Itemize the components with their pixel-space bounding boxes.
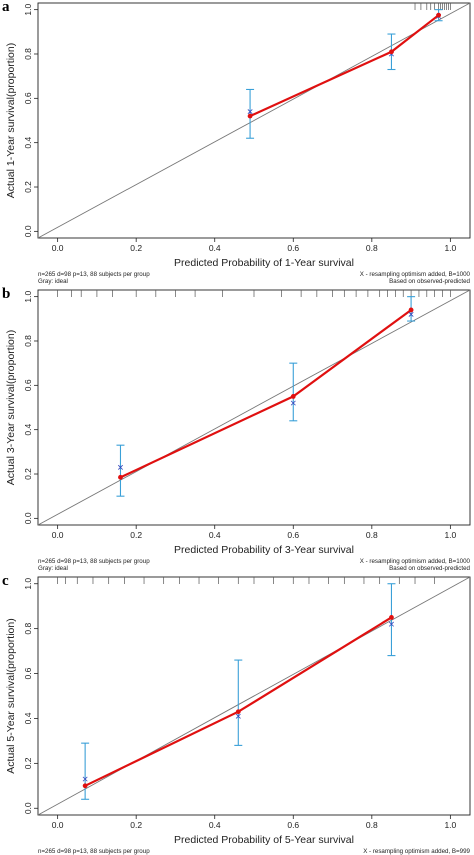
observed-point <box>389 615 394 620</box>
observed-line <box>249 14 440 118</box>
observed-point <box>290 394 296 399</box>
y-tick-label: 0.6 <box>23 92 33 104</box>
observed-point <box>235 709 241 715</box>
calibration-panel-a <box>34 2 471 242</box>
y-axis-label: Actual 1-Year survival(proportion) <box>5 43 17 198</box>
x-tick-label: 0.8 <box>366 530 378 540</box>
y-tick-label: 0.8 <box>23 48 33 60</box>
y-tick-label: 0.6 <box>23 667 33 679</box>
corrected-marker-stroke <box>408 311 414 317</box>
x-tick-label: 0.2 <box>130 820 142 830</box>
note-left-1: n=265 d=98 p=13, 88 subjects per group <box>38 558 150 565</box>
note-left-1: n=265 d=98 p=13, 88 subjects per group <box>38 271 150 278</box>
y-tick-label: 0.4 <box>23 136 33 148</box>
corrected-marker-stroke <box>247 109 253 115</box>
panel-letter-c: c <box>2 573 9 589</box>
corrected-marker-stroke <box>117 464 123 470</box>
y-tick-label: 0.4 <box>23 423 33 435</box>
panel-letter-b: b <box>2 286 10 302</box>
x-axis-label: Predicted Probability of 3-Year survival <box>174 544 354 556</box>
y-tick-label: 0.4 <box>23 712 33 724</box>
x-tick-label: 0.6 <box>287 820 299 830</box>
note-left-2: Gray: ideal <box>38 565 68 572</box>
x-tick-label: 0.4 <box>209 530 221 540</box>
corrected-marker-stroke <box>82 776 88 782</box>
x-tick-label: 0.6 <box>287 530 299 540</box>
x-tick-label: 0.6 <box>287 243 299 253</box>
corrected-marker <box>247 109 253 115</box>
observed-point <box>389 49 394 55</box>
observed-point <box>408 307 414 313</box>
calibration-panel-c <box>34 576 471 819</box>
y-tick-label: 0.0 <box>23 512 33 524</box>
ideal-line <box>37 2 471 239</box>
y-tick-label: 1.0 <box>23 3 33 15</box>
y-tick-label: 0.0 <box>23 225 33 237</box>
corrected-marker <box>235 713 241 719</box>
note-left-2: Gray: ideal <box>38 278 68 285</box>
plot-frame <box>37 2 471 239</box>
x-tick-label: 0.0 <box>52 243 64 253</box>
y-tick-label: 0.0 <box>23 802 33 814</box>
x-tick-label: 0.4 <box>209 820 221 830</box>
x-tick-label: 0.8 <box>366 243 378 253</box>
x-axis-label: Predicted Probability of 1-Year survival <box>174 257 354 269</box>
x-tick-label: 0.4 <box>209 243 221 253</box>
y-tick-label: 0.2 <box>23 181 33 193</box>
y-axis-label: Actual 5-Year survival(proportion) <box>5 618 17 773</box>
y-tick-label: 0.6 <box>23 379 33 391</box>
panel-letter-a: a <box>2 0 10 15</box>
x-tick-label: 0.2 <box>130 530 142 540</box>
note-right-1: X - resampling optimism added, B=999 <box>363 848 470 855</box>
x-tick-label: 0.8 <box>366 820 378 830</box>
y-tick-label: 0.8 <box>23 335 33 347</box>
corrected-marker-stroke <box>290 400 296 406</box>
y-tick-label: 0.8 <box>23 622 33 634</box>
ideal-line <box>37 289 471 526</box>
x-tick-label: 0.2 <box>130 243 142 253</box>
note-right-1: X - resampling optimism added, B=1000 <box>360 558 471 565</box>
note-right-2: Based on observed-predicted <box>389 565 470 572</box>
x-tick-label: 1.0 <box>444 530 456 540</box>
note-right-1: X - resampling optimism added, B=1000 <box>360 271 471 278</box>
corrected-marker-stroke <box>388 621 394 627</box>
corrected-marker <box>388 621 394 627</box>
corrected-marker <box>82 776 88 782</box>
x-tick-label: 1.0 <box>444 243 456 253</box>
note-right-2: Based on observed-predicted <box>389 278 470 285</box>
ideal-line <box>37 576 471 816</box>
y-tick-label: 0.2 <box>23 757 33 769</box>
x-axis-label: Predicted Probability of 5-Year survival <box>174 834 354 846</box>
observed-point <box>82 783 88 789</box>
y-tick-label: 1.0 <box>23 578 33 590</box>
calibration-panel-b <box>34 289 471 529</box>
observed-line <box>120 309 412 479</box>
observed-point <box>436 12 441 18</box>
corrected-marker <box>290 400 296 406</box>
x-tick-label: 0.0 <box>52 820 64 830</box>
note-left-1: n=265 d=98 p=13, 88 subjects per group <box>38 848 150 855</box>
y-axis-label: Actual 3-Year survival(proportion) <box>5 330 17 485</box>
observed-point <box>118 474 123 480</box>
x-tick-label: 0.0 <box>52 530 64 540</box>
corrected-marker <box>117 464 123 470</box>
x-tick-label: 1.0 <box>444 820 456 830</box>
corrected-marker <box>408 311 414 317</box>
corrected-marker-stroke <box>235 713 241 719</box>
observed-point <box>247 113 253 119</box>
y-tick-label: 1.0 <box>23 290 33 302</box>
y-tick-label: 0.2 <box>23 468 33 480</box>
